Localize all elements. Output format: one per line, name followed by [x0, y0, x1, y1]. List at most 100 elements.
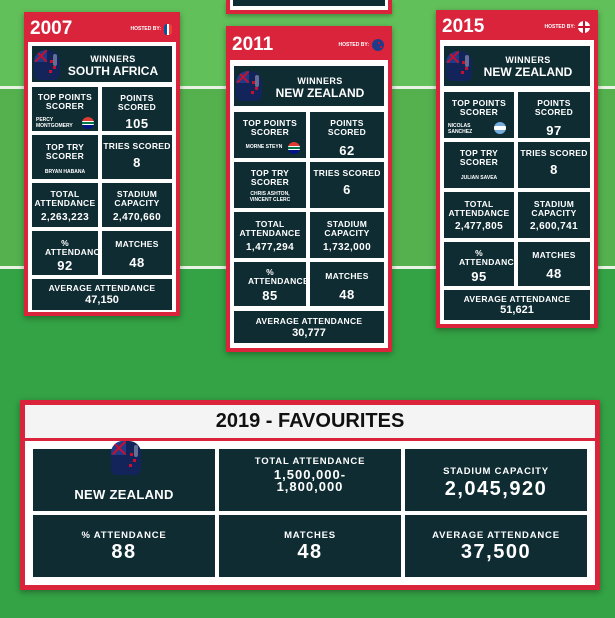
card-header: 2015 HOSTED BY:	[440, 14, 594, 40]
stadium-capacity-value: 2,470,660	[112, 212, 162, 223]
points-scored-label: POINTS SCORED	[327, 118, 367, 137]
card-year: 2011	[232, 34, 274, 55]
winners-label: WINNERS	[297, 76, 343, 86]
pct-attendance-value: 95	[471, 269, 487, 284]
matches-tile: MATCHES 48	[102, 231, 172, 275]
partial-card	[226, 0, 392, 14]
hosted-by-label: HOSTED BY:	[338, 42, 369, 48]
top-points-scorer-tile: TOP POINTS SCORER NICOLAS SANCHEZ	[444, 92, 514, 138]
average-attendance-tile: AVERAGE ATTENDANCE 47,150	[32, 279, 172, 310]
new-zealand-helmet-icon	[111, 441, 141, 475]
tries-scored-label: TRIES SCORED	[520, 148, 588, 158]
top-try-label: TOP TRY SCORER	[459, 148, 499, 167]
hosted-by-label: HOSTED BY:	[130, 26, 161, 32]
pct-attendance-tile: % ATTENDANCE 88	[33, 515, 215, 577]
total-attendance-value: 1,477,294	[245, 242, 295, 253]
matches-label: MATCHES	[115, 239, 159, 249]
england-flag-icon	[578, 21, 590, 33]
south-africa-flag-icon	[82, 117, 94, 129]
stadium-capacity-tile: STADIUM CAPACITY 2,045,920	[405, 449, 587, 511]
tries-scored-label: TRIES SCORED	[313, 168, 381, 178]
tries-scored-tile: TRIES SCORED 8	[102, 135, 172, 179]
points-scored-value: 97	[546, 123, 562, 138]
total-attendance-value: 2,263,223	[40, 212, 90, 223]
average-attendance-label: AVERAGE ATTENDANCE	[463, 294, 571, 304]
pct-attendance-label: % ATTENDANCE	[81, 530, 167, 541]
average-attendance-value: 51,621	[500, 304, 534, 316]
stadium-capacity-tile: STADIUM CAPACITY 2,470,660	[102, 183, 172, 227]
pct-attendance-value: 92	[57, 258, 73, 273]
matches-label: MATCHES	[325, 271, 369, 281]
stadium-capacity-label: STADIUM CAPACITY	[443, 466, 549, 477]
top-points-player: MORNE STEYN	[245, 144, 283, 150]
hosted-by-label: HOSTED BY:	[544, 24, 575, 30]
average-attendance-value: 37,500	[460, 541, 532, 563]
new-zealand-helmet-icon	[34, 50, 60, 80]
top-points-label: TOP POINTS SCORER	[242, 118, 298, 137]
total-attendance-tile: TOTAL ATTENDANCE 2,263,223	[32, 183, 98, 227]
card-year: 2015	[442, 16, 485, 37]
total-attendance-tile: TOTAL ATTENDANCE 2,477,805	[444, 192, 514, 238]
top-points-label: TOP POINTS SCORER	[37, 92, 93, 111]
new-zealand-helmet-icon	[236, 71, 262, 101]
points-scored-tile: POINTS SCORED 97	[518, 92, 590, 138]
average-attendance-label: AVERAGE ATTENDANCE	[48, 283, 156, 293]
hosted-by: HOSTED BY:	[545, 21, 590, 33]
argentina-flag-icon	[494, 122, 506, 134]
total-attendance-label: TOTAL ATTENDANCE	[448, 199, 510, 218]
average-attendance-label: AVERAGE ATTENDANCE	[432, 530, 560, 541]
points-scored-value: 62	[339, 143, 355, 158]
favourites-panel: 2019 - FAVOURITES NEW ZEALAND TOTAL ATTE…	[20, 400, 600, 590]
top-try-player: BRYAN HABANA	[44, 169, 86, 175]
pct-attendance-label: % ATTENDANCE	[45, 238, 106, 257]
matches-label: MATCHES	[532, 250, 576, 260]
new-zealand-helmet-icon	[446, 51, 472, 81]
card-2007: 2007 HOSTED BY: WINNERS SOUTH AFRICA TOP…	[24, 12, 180, 316]
pct-attendance-tile: % ATTENDANCE 85	[234, 262, 309, 306]
top-try-label: TOP TRY SCORER	[45, 142, 85, 161]
points-scored-label: POINTS SCORED	[534, 98, 574, 117]
average-attendance-tile: AVERAGE ATTENDANCE 30,777	[234, 311, 384, 343]
top-try-player: JULIAN SAVEA	[460, 175, 498, 181]
average-attendance-tile: AVERAGE ATTENDANCE 37,500	[405, 515, 587, 577]
top-points-scorer-tile: TOP POINTS SCORER MORNE STEYN	[234, 112, 306, 158]
total-attendance-label: TOTAL ATTENDANCE	[34, 189, 96, 208]
stadium-capacity-tile: STADIUM CAPACITY 1,732,000	[310, 212, 384, 258]
pct-attendance-label: % ATTENDANCE	[459, 248, 520, 267]
total-attendance-tile: TOTAL ATTENDANCE 1,477,294	[234, 212, 306, 258]
top-points-scorer-tile: TOP POINTS SCORER PERCY MONTGOMERY	[32, 87, 98, 131]
points-scored-tile: POINTS SCORED 62	[310, 112, 384, 158]
new-zealand-flag-icon	[372, 39, 384, 51]
south-africa-flag-icon	[288, 142, 300, 154]
winners-label: WINNERS	[505, 55, 551, 65]
card-2011: 2011 HOSTED BY: WINNERS NEW ZEALAND TOP …	[226, 26, 392, 352]
points-scored-tile: POINTS SCORED 105	[102, 87, 172, 131]
stadium-capacity-label: STADIUM CAPACITY	[114, 189, 160, 208]
card-header: 2007 HOSTED BY:	[28, 16, 176, 42]
stadium-capacity-label: STADIUM CAPACITY	[324, 219, 370, 238]
total-attendance-label: TOTAL ATTENDANCE	[254, 456, 366, 467]
tries-scored-tile: TRIES SCORED 8	[518, 142, 590, 188]
stadium-capacity-label: STADIUM CAPACITY	[531, 199, 577, 218]
total-attendance-value: 2,477,805	[454, 221, 504, 232]
hosted-by: HOSTED BY:	[339, 39, 384, 51]
top-try-player: CHRIS ASHTON, VINCENT CLERC	[249, 191, 291, 203]
winners-tile: WINNERS NEW ZEALAND	[444, 46, 590, 86]
total-attendance-value: 1,500,000- 1,800,000	[273, 467, 347, 494]
stadium-capacity-tile: STADIUM CAPACITY 2,600,741	[518, 192, 590, 238]
tries-scored-tile: TRIES SCORED 6	[310, 162, 384, 208]
top-points-label: TOP POINTS SCORER	[451, 98, 507, 117]
top-try-scorer-tile: TOP TRY SCORER CHRIS ASHTON, VINCENT CLE…	[234, 162, 306, 208]
top-points-player: PERCY MONTGOMERY	[36, 117, 73, 129]
pct-attendance-tile: % ATTENDANCE 95	[444, 242, 520, 286]
matches-value: 48	[297, 541, 323, 563]
pct-attendance-value: 88	[111, 541, 137, 563]
average-attendance-value: 30,777	[292, 327, 326, 339]
top-try-scorer-tile: TOP TRY SCORER JULIAN SAVEA	[444, 142, 514, 188]
average-attendance-label: AVERAGE ATTENDANCE	[255, 316, 363, 326]
matches-label: MATCHES	[284, 530, 336, 541]
points-scored-value: 105	[125, 116, 149, 131]
pct-attendance-tile: % ATTENDANCE 92	[32, 231, 106, 275]
winner-name: NEW ZEALAND	[275, 86, 365, 100]
tries-scored-value: 8	[550, 162, 558, 177]
